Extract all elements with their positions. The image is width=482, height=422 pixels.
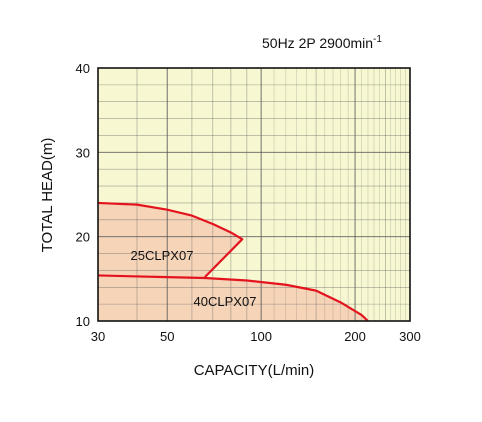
- series-line-25clpx07: [97, 201, 244, 278]
- x-tick-label: 50: [160, 329, 174, 344]
- series-label-25clpx07: 25CLPX07: [131, 248, 194, 263]
- x-tick-label: 100: [250, 329, 272, 344]
- y-tick-label: 20: [76, 230, 90, 245]
- plot-frame: [97, 67, 411, 322]
- area-fill-40clpx07: [98, 275, 368, 321]
- chart-title-superscript: -1: [373, 34, 382, 45]
- y-tick-labels: 10 20 30 40: [76, 61, 90, 329]
- x-tick-labels: 30 50 100 200 300: [91, 329, 421, 344]
- x-tick-label: 300: [399, 329, 421, 344]
- x-tick-label: 30: [91, 329, 105, 344]
- series-label-40clpx07: 40CLPX07: [194, 294, 257, 309]
- chart-title-text: 50Hz 2P 2900min: [262, 35, 373, 51]
- x-axis-title: CAPACITY(L/min): [194, 362, 315, 379]
- series-labels: 25CLPX07 40CLPX07: [131, 248, 257, 309]
- y-tick-label: 40: [76, 61, 90, 76]
- y-tick-label: 10: [76, 314, 90, 329]
- grid-lines: [98, 68, 410, 321]
- chart-title: 50Hz 2P 2900min-1: [262, 34, 382, 51]
- series-curves: [97, 201, 369, 322]
- y-axis-title: TOTAL HEAD(m): [39, 138, 56, 253]
- x-tick-label: 200: [344, 329, 366, 344]
- series-line-40clpx07: [97, 274, 369, 322]
- y-tick-label: 30: [76, 145, 90, 160]
